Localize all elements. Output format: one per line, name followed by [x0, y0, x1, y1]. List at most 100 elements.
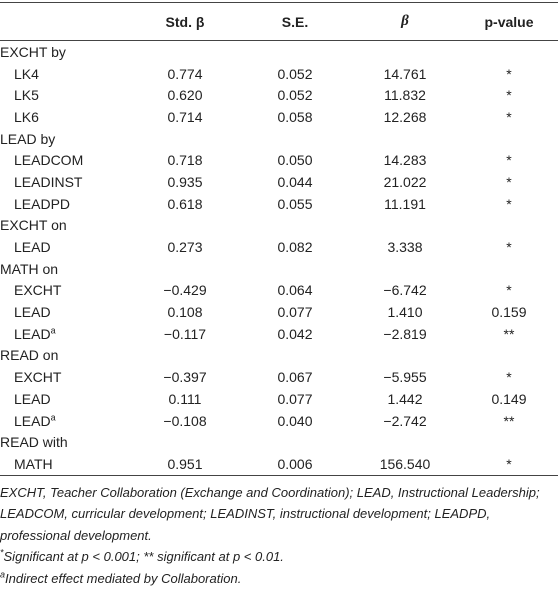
cell: 0.040	[277, 412, 313, 429]
cell: 0.951	[167, 455, 203, 472]
row-label: LEADCOM	[0, 149, 130, 171]
cell: 11.191	[384, 195, 426, 212]
data-row: MATH 0.951 0.006 156.540 *	[0, 453, 558, 476]
cell: 0.273	[167, 239, 203, 256]
cell: 14.283	[383, 152, 427, 169]
cell: −0.397	[163, 369, 207, 386]
data-row: LEAD 0.111 0.077 1.442 0.149	[0, 388, 558, 410]
data-row: EXCHT −0.429 0.064 −6.742 *	[0, 280, 558, 302]
cell: **	[503, 325, 515, 342]
cell: *	[506, 455, 512, 472]
data-row: LEADCOM 0.718 0.050 14.283 *	[0, 149, 558, 171]
cell: −2.742	[383, 412, 427, 429]
cell: −6.742	[383, 282, 427, 299]
cell: 0.149	[491, 390, 527, 407]
cell: 1.442	[387, 390, 423, 407]
row-label: LEAD	[0, 388, 130, 410]
cell: 0.077	[277, 390, 313, 407]
cell: 1.410	[387, 304, 423, 321]
data-row: LEADPD 0.618 0.055 11.191 *	[0, 193, 558, 215]
footnote-mark: a	[0, 569, 6, 580]
row-label: MATH	[0, 453, 130, 475]
cell: −0.117	[163, 325, 207, 342]
cell: 0.082	[277, 239, 313, 256]
group-row: READ on	[0, 345, 558, 367]
row-label-text: LEAD	[14, 412, 51, 429]
column-header: β	[401, 13, 409, 29]
cell: −5.955	[383, 369, 427, 386]
row-label-text: LEAD	[14, 239, 51, 256]
cell: −0.108	[163, 412, 207, 429]
row-label-text: LEAD	[14, 304, 51, 321]
row-label: EXCHT	[0, 366, 130, 388]
column-header	[0, 3, 130, 41]
group-row: EXCHT by	[0, 41, 558, 63]
row-label: LEADa	[0, 410, 130, 432]
cell: 0.050	[277, 152, 313, 169]
column-header: Std. β	[165, 13, 205, 30]
group-row: LEAD by	[0, 128, 558, 150]
row-label: EXCHT	[0, 280, 130, 302]
row-label-text: EXCHT	[14, 369, 62, 386]
row-label: LK6	[0, 106, 130, 128]
group-row: MATH on	[0, 258, 558, 280]
cell: 0.620	[167, 87, 203, 104]
row-label-text: LEADCOM	[14, 152, 84, 169]
cell: 0.111	[168, 390, 202, 407]
note-mark: a	[50, 411, 56, 422]
cell: 0.714	[167, 108, 203, 125]
row-label: LEADPD	[0, 193, 130, 215]
cell: 0.044	[277, 173, 313, 190]
cell: *	[506, 65, 512, 82]
cell: 0.067	[277, 369, 313, 386]
row-label-text: EXCHT	[14, 282, 62, 299]
table-body: EXCHT by LK4 0.774 0.052 14.761 * LK5 0.620 0.05…	[0, 41, 558, 476]
group-row: READ with	[0, 431, 558, 453]
data-row: LEADINST 0.935 0.044 21.022 *	[0, 171, 558, 193]
row-label: LEAD	[0, 301, 130, 323]
cell: *	[506, 173, 512, 190]
row-label: LEADa	[0, 323, 130, 345]
row-label: LK4	[0, 63, 130, 85]
cell: 0.077	[277, 304, 313, 321]
group-label: MATH on	[0, 260, 59, 277]
row-label-text: LK6	[14, 108, 39, 125]
cell: *	[506, 87, 512, 104]
cell: 0.052	[277, 87, 313, 104]
cell: *	[506, 152, 512, 169]
group-label: READ with	[0, 434, 68, 451]
column-header: p-value	[484, 13, 534, 30]
group-label: EXCHT on	[0, 217, 67, 234]
cell: *	[506, 108, 512, 125]
cell: 0.774	[167, 65, 203, 82]
results-table: Std. β S.E. β p-value EXCHT by LK4 0.774 0.052…	[0, 2, 558, 476]
data-row: LEAD 0.273 0.082 3.338 *	[0, 236, 558, 258]
cell: 0.052	[277, 65, 313, 82]
header-row: Std. β S.E. β p-value	[0, 2, 558, 41]
cell: **	[503, 412, 515, 429]
footnote: *Significant at p < 0.001; ** significan…	[0, 546, 550, 568]
cell: 21.022	[383, 173, 427, 190]
footnote-text: EXCHT, Teacher Collaboration (Exchange a…	[0, 484, 540, 543]
footnote: aIndirect effect mediated by Collaborati…	[0, 568, 550, 590]
data-row: LK6 0.714 0.058 12.268 *	[0, 106, 558, 128]
note-mark: a	[50, 325, 56, 336]
group-label: LEAD by	[0, 130, 56, 147]
cell: 0.718	[167, 152, 203, 169]
footnote-text: Significant at p < 0.001; ** significant…	[3, 549, 284, 565]
row-label-text: LK5	[14, 87, 39, 104]
footnote-mark: *	[0, 547, 4, 558]
cell: 0.108	[167, 304, 203, 321]
cell: 156.540	[379, 455, 431, 472]
footnotes: EXCHT, Teacher Collaboration (Exchange a…	[0, 476, 558, 590]
cell: 0.618	[167, 195, 203, 212]
cell: 0.042	[277, 325, 313, 342]
data-row: LEADa −0.108 0.040 −2.742 **	[0, 410, 558, 432]
group-row: EXCHT on	[0, 215, 558, 237]
cell: *	[506, 282, 512, 299]
row-label: LK5	[0, 84, 130, 106]
cell: −2.819	[383, 325, 427, 342]
cell: 0.055	[277, 195, 313, 212]
group-label: EXCHT by	[0, 43, 66, 60]
